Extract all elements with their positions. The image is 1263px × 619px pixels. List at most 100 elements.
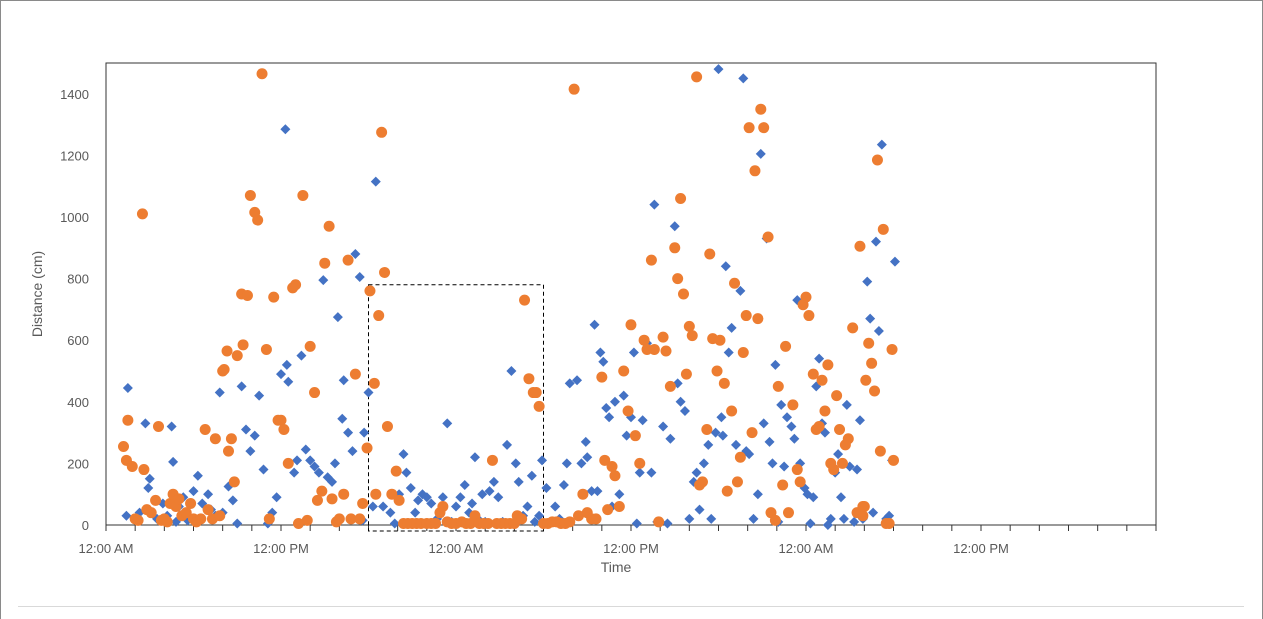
diamond-point bbox=[631, 518, 642, 529]
circle-point bbox=[530, 387, 542, 399]
diamond-point bbox=[789, 433, 800, 444]
diamond-point bbox=[292, 455, 303, 466]
circle-point bbox=[136, 208, 148, 220]
diamond-point bbox=[717, 430, 728, 441]
diamond-point bbox=[437, 492, 448, 503]
diamond-point bbox=[140, 418, 151, 429]
y-tick-label: 400 bbox=[67, 395, 89, 410]
diamond-point bbox=[814, 353, 825, 364]
diamond-point bbox=[744, 449, 755, 460]
circle-point bbox=[278, 424, 290, 436]
diamond-point bbox=[748, 513, 759, 524]
circle-point bbox=[731, 476, 743, 488]
circle-point bbox=[268, 291, 280, 303]
diamond-point bbox=[488, 476, 499, 487]
diamond-point bbox=[506, 366, 517, 376]
circle-point bbox=[345, 513, 357, 525]
diamond-point bbox=[522, 501, 533, 512]
circle-point bbox=[634, 457, 646, 469]
circle-point bbox=[721, 485, 733, 497]
circle-point bbox=[842, 433, 854, 445]
circle-point bbox=[333, 513, 345, 525]
diamond-point bbox=[214, 387, 225, 398]
diamond-point bbox=[558, 479, 569, 490]
circle-point bbox=[596, 371, 608, 383]
circle-point bbox=[218, 363, 230, 375]
diamond-point bbox=[283, 376, 294, 387]
diamond-point bbox=[389, 518, 400, 529]
circle-point bbox=[342, 254, 354, 266]
circle-point bbox=[609, 470, 621, 482]
diamond-point bbox=[318, 275, 329, 286]
diamond-point bbox=[628, 347, 639, 358]
circle-point bbox=[209, 433, 221, 445]
circle-point bbox=[618, 365, 630, 377]
circle-point bbox=[244, 189, 256, 201]
circle-point bbox=[364, 285, 376, 297]
y-tick-label: 800 bbox=[67, 272, 89, 287]
circle-point bbox=[860, 374, 872, 386]
diamond-point bbox=[580, 436, 591, 447]
diamond-point bbox=[595, 347, 606, 358]
diamond-point bbox=[598, 356, 609, 367]
diamond-point bbox=[862, 276, 873, 287]
diamond-point bbox=[691, 467, 702, 478]
circle-point bbox=[349, 368, 361, 380]
diamond-point bbox=[232, 518, 243, 529]
diamond-point bbox=[604, 412, 615, 423]
circle-point bbox=[800, 291, 812, 303]
circle-point bbox=[602, 504, 614, 516]
circle-point bbox=[338, 488, 350, 500]
circle-point bbox=[877, 223, 889, 235]
highlight-box bbox=[368, 284, 544, 532]
circle-point bbox=[430, 517, 442, 529]
circle-point bbox=[256, 68, 268, 80]
diamond-point bbox=[401, 467, 412, 478]
diamond-point bbox=[192, 470, 203, 481]
circle-point bbox=[373, 310, 385, 322]
circle-point bbox=[783, 507, 794, 519]
circle-point bbox=[486, 454, 498, 466]
diamond-point bbox=[723, 347, 734, 358]
diamond-point bbox=[378, 501, 389, 512]
diamond-point bbox=[245, 446, 256, 457]
circle-point bbox=[780, 340, 792, 352]
diamond-point bbox=[300, 444, 311, 455]
plot-area-border bbox=[105, 62, 1157, 526]
diamond-point bbox=[513, 476, 524, 487]
circle-point bbox=[437, 501, 449, 513]
diamond-point bbox=[359, 427, 370, 438]
circle-point bbox=[648, 343, 660, 355]
diamond-point bbox=[776, 399, 787, 410]
diamond-point bbox=[405, 483, 416, 494]
diamond-point bbox=[537, 455, 548, 466]
diamond-point bbox=[805, 518, 816, 529]
circle-point bbox=[357, 497, 369, 509]
circle-point bbox=[370, 488, 382, 500]
circle-point bbox=[758, 122, 770, 134]
circle-point bbox=[564, 516, 576, 528]
diamond-point bbox=[203, 489, 214, 500]
diamond-point bbox=[589, 319, 600, 330]
diamond-point bbox=[367, 501, 378, 512]
circle-point bbox=[772, 380, 784, 392]
diamond-point bbox=[296, 350, 307, 361]
diamond-point bbox=[413, 495, 424, 506]
circle-point bbox=[787, 399, 799, 411]
diamond-point bbox=[338, 375, 349, 386]
diamond-point bbox=[484, 486, 495, 497]
diamond-point bbox=[477, 489, 488, 500]
diamond-point bbox=[716, 412, 727, 423]
circle-point bbox=[368, 377, 380, 389]
circle-point bbox=[516, 513, 528, 525]
circle-point bbox=[354, 513, 366, 525]
circle-point bbox=[729, 277, 741, 289]
circle-point bbox=[803, 310, 815, 322]
circle-point bbox=[816, 374, 828, 386]
circle-point bbox=[701, 424, 713, 436]
diamond-point bbox=[767, 458, 778, 469]
circle-point bbox=[221, 345, 233, 357]
diamond-point bbox=[675, 396, 686, 407]
circle-point bbox=[293, 517, 304, 529]
